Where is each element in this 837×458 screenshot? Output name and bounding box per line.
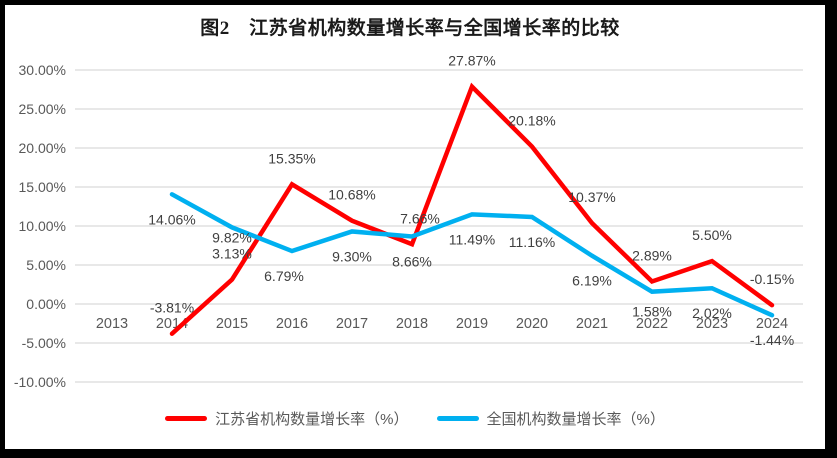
data-point-label: 10.68% <box>328 187 375 203</box>
y-axis-tick-label: -10.00% <box>14 374 66 390</box>
x-axis-tick-label: 2019 <box>456 316 488 332</box>
x-axis-tick-label: 2016 <box>276 316 308 332</box>
data-point-label: 15.35% <box>268 150 315 166</box>
y-axis-tick-label: 10.00% <box>19 218 66 234</box>
x-axis-tick-label: 2024 <box>756 316 788 332</box>
legend-marker-jiangsu-icon <box>165 416 208 421</box>
y-axis-tick-label: 20.00% <box>19 140 66 156</box>
legend-label-jiangsu: 江苏省机构数量增长率（%） <box>215 411 409 428</box>
data-point-label: 27.87% <box>448 53 495 69</box>
y-axis-tick-label: 25.00% <box>19 101 66 117</box>
data-point-label: 9.82% <box>212 229 252 245</box>
data-point-label: 2.89% <box>632 247 672 263</box>
data-point-label: 6.19% <box>572 273 612 289</box>
legend-item-national: 全国机构数量增长率（%） <box>436 408 665 429</box>
x-axis-tick-label: 2015 <box>216 316 248 332</box>
legend-label-national: 全国机构数量增长率（%） <box>486 411 665 428</box>
data-point-label: -0.15% <box>750 271 794 287</box>
x-axis-tick-label: 2017 <box>336 316 368 332</box>
x-axis-tick-label: 2022 <box>636 316 668 332</box>
data-point-label: 9.30% <box>332 248 372 264</box>
data-point-label: 6.79% <box>264 268 304 284</box>
y-axis-tick-label: -5.00% <box>22 335 66 351</box>
data-point-label: -3.81% <box>150 300 194 316</box>
data-point-label: 3.13% <box>212 246 252 262</box>
line-chart: 30.00% 25.00% 20.00% 15.00% 10.00% 5.00% 0.00%… <box>14 53 803 390</box>
y-axis-tick-label: 0.00% <box>26 296 66 312</box>
data-point-label: 2.02% <box>692 305 732 321</box>
x-axis-tick-label: 2023 <box>696 316 728 332</box>
x-axis-tick-label: 2018 <box>396 316 428 332</box>
data-point-label: 7.66% <box>400 210 440 226</box>
x-axis-tick-label: 2013 <box>96 316 128 332</box>
data-point-label: 20.18% <box>508 113 555 129</box>
data-point-label: 14.06% <box>148 211 195 227</box>
data-point-label: 11.16% <box>509 234 555 250</box>
data-point-label: 1.58% <box>632 304 672 320</box>
series-line-jiangsu <box>169 82 775 336</box>
chart-area: 图2 江苏省机构数量增长率与全国增长率的比较 30.00% 25.00% 20.00… <box>5 5 825 449</box>
legend-marker-national-icon <box>436 416 479 421</box>
data-point-label: -1.44% <box>750 332 794 348</box>
x-axis-tick-label: 2020 <box>516 316 548 332</box>
data-point-label: 8.66% <box>392 253 432 269</box>
chart-legend: 江苏省机构数量增长率（%） 全国机构数量增长率（%） <box>5 408 825 429</box>
y-axis-tick-label: 5.00% <box>26 257 66 273</box>
data-point-label: 11.49% <box>449 231 495 247</box>
data-point-label: 10.37% <box>568 189 615 205</box>
data-point-label: 5.50% <box>692 227 732 243</box>
chart-title: 图2 江苏省机构数量增长率与全国增长率的比较 <box>200 18 620 39</box>
y-axis-tick-label: 15.00% <box>19 179 66 195</box>
series-line-national <box>169 192 775 318</box>
x-axis-tick-label: 2021 <box>576 316 608 332</box>
legend-item-jiangsu: 江苏省机构数量增长率（%） <box>165 408 409 429</box>
y-axis-tick-label: 30.00% <box>19 62 66 78</box>
